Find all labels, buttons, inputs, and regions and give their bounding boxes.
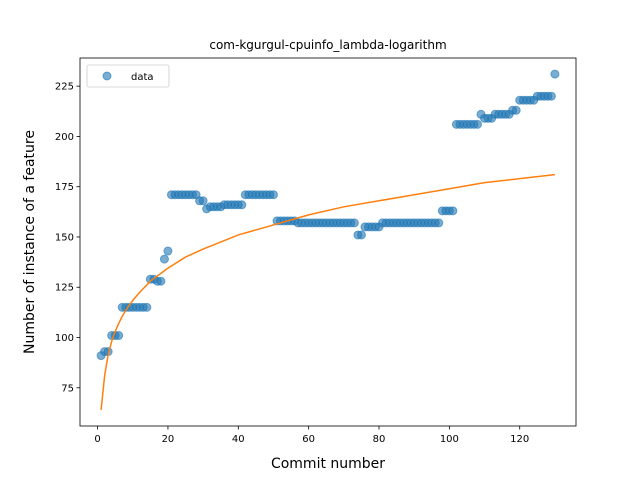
data-point xyxy=(156,276,166,286)
x-axis: 0 20 40 60 80 100 120 xyxy=(94,426,529,445)
data-point xyxy=(434,218,444,228)
data-point xyxy=(473,119,483,129)
x-tick-label: 20 xyxy=(162,434,175,445)
data-point xyxy=(159,254,169,264)
legend-marker xyxy=(102,71,112,81)
y-tick-label: 100 xyxy=(55,333,74,344)
x-tick-label: 120 xyxy=(510,434,529,445)
y-tick-label: 125 xyxy=(55,283,74,294)
data-point xyxy=(550,69,560,79)
data-point xyxy=(356,230,366,240)
data-point xyxy=(268,190,278,200)
data-point xyxy=(114,331,124,341)
plot-frame xyxy=(79,57,577,427)
data-point xyxy=(142,302,152,312)
y-tick-label: 150 xyxy=(55,232,74,243)
x-tick-label: 40 xyxy=(232,434,245,445)
y-tick-label: 75 xyxy=(61,383,74,394)
x-tick-label: 60 xyxy=(302,434,315,445)
data-point xyxy=(546,91,556,101)
plot-area xyxy=(96,69,560,410)
y-axis-label: Number of instance of a feature xyxy=(22,130,38,354)
x-tick-label: 80 xyxy=(373,434,386,445)
data-point xyxy=(198,196,208,206)
data-point xyxy=(237,200,247,210)
data-point xyxy=(511,105,521,115)
data-points xyxy=(96,69,560,361)
y-axis: 75 100 125 150 175 200 225 xyxy=(55,82,80,394)
legend-box xyxy=(86,64,170,88)
data-point xyxy=(349,218,359,228)
data-point xyxy=(448,206,458,216)
x-tick-label: 0 xyxy=(94,434,100,445)
y-tick-label: 175 xyxy=(55,182,74,193)
chart-title: com-kgurgul-cpuinfo_lambda-logarithm xyxy=(209,38,446,52)
x-tick-label: 100 xyxy=(440,434,459,445)
data-point xyxy=(163,246,173,256)
x-axis-label: Commit number xyxy=(271,456,385,472)
legend: data xyxy=(86,64,170,88)
legend-label: data xyxy=(131,72,154,83)
fit-line xyxy=(100,173,555,410)
y-tick-label: 225 xyxy=(55,82,74,93)
y-tick-label: 200 xyxy=(55,132,74,143)
